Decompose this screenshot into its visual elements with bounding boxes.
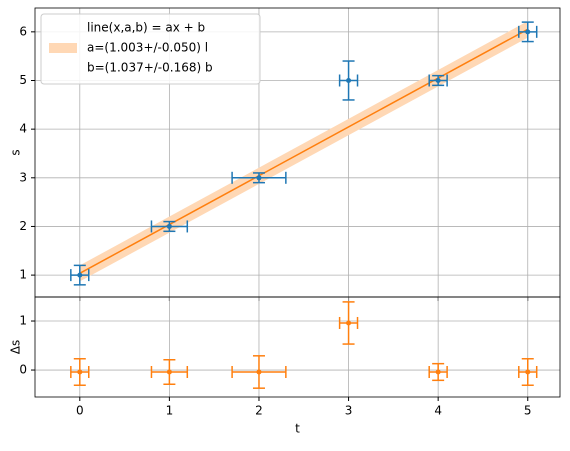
y-tick-label: 1 — [19, 314, 27, 328]
data-point — [166, 223, 172, 229]
data-point — [77, 272, 83, 278]
y-axis-label: s — [9, 149, 23, 155]
y-axis-label: Δs — [9, 340, 23, 354]
data-point — [77, 369, 83, 375]
legend-label: a=(1.003+/-0.050) l — [87, 41, 208, 55]
legend-box — [40, 13, 261, 85]
data-point — [525, 369, 531, 375]
x-tick-label: 0 — [76, 404, 84, 418]
x-tick-label: 5 — [524, 404, 532, 418]
x-tick-label: 3 — [345, 404, 353, 418]
data-point — [435, 369, 441, 375]
legend-label: b=(1.037+/-0.168) b — [87, 61, 213, 75]
data-point — [166, 369, 172, 375]
y-tick-label: 1 — [19, 268, 27, 282]
data-point — [346, 77, 352, 83]
y-tick-label: 4 — [19, 122, 27, 136]
data-point — [346, 320, 352, 326]
y-tick-label: 5 — [19, 73, 27, 87]
y-tick-label: 2 — [19, 219, 27, 233]
y-tick-label: 0 — [19, 363, 27, 377]
y-tick-label: 6 — [19, 24, 27, 38]
x-axis-label: t — [295, 422, 300, 436]
x-tick-label: 4 — [434, 404, 442, 418]
x-tick-label: 2 — [255, 404, 263, 418]
legend-label: line(x,a,b) = ax + b — [87, 21, 205, 35]
data-point — [525, 29, 531, 35]
legend-swatch — [49, 43, 77, 53]
data-point — [435, 77, 441, 83]
y-tick-label: 3 — [19, 170, 27, 184]
data-point — [256, 175, 262, 181]
axes-frame — [34, 296, 561, 398]
x-tick-label: 1 — [166, 404, 174, 418]
data-point — [256, 369, 262, 375]
fit-line — [79, 28, 529, 274]
